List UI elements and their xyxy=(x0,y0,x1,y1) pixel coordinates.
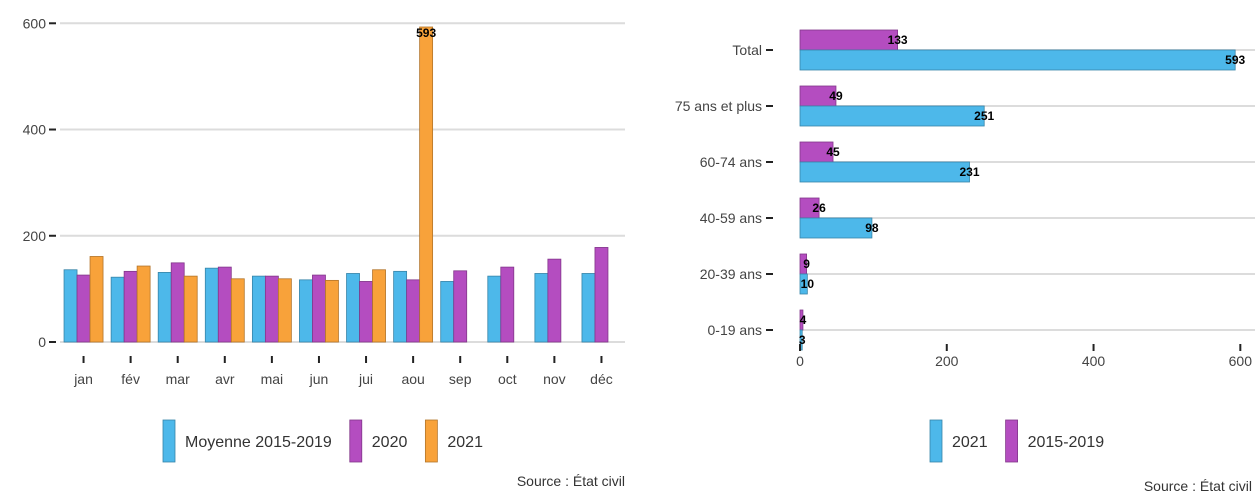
bar xyxy=(170,262,185,343)
source-note: Source : État civil xyxy=(517,473,625,489)
bar xyxy=(799,29,899,51)
y-tick-label: 200 xyxy=(23,228,47,244)
x-tick-label: nov xyxy=(543,371,566,387)
x-tick-label: mai xyxy=(261,371,284,387)
x-tick-label: 600 xyxy=(1229,353,1253,369)
bar xyxy=(157,272,172,343)
x-tick-label: sep xyxy=(449,371,472,387)
data-label: 3 xyxy=(799,333,806,347)
legend-swatch xyxy=(929,419,943,463)
bar xyxy=(346,273,360,343)
legend-label: 2015-2019 xyxy=(1028,434,1105,451)
bar xyxy=(581,273,596,343)
bar xyxy=(799,329,803,351)
bar xyxy=(110,276,125,343)
data-label: 98 xyxy=(865,221,879,235)
legend-swatch xyxy=(162,419,176,463)
monthly-deaths-chart: 0 200 400 600 jan fév mar avr mai jun jui aou sep oct… xyxy=(23,15,625,489)
legend-label: 2021 xyxy=(952,434,988,451)
y-tick-label: 75 ans et plus xyxy=(675,98,762,114)
y-tick-label: 60-74 ans xyxy=(700,154,762,170)
legend-label: 2020 xyxy=(372,434,408,451)
bar xyxy=(183,275,198,343)
bar xyxy=(534,273,549,343)
bar xyxy=(299,279,313,343)
legend-label: 2021 xyxy=(447,434,483,451)
bar xyxy=(393,270,408,343)
bar xyxy=(594,247,609,343)
bar xyxy=(440,281,455,343)
bar xyxy=(89,256,104,343)
data-label: 593 xyxy=(416,26,436,40)
data-label: 49 xyxy=(829,89,843,103)
y-tick-label: 20-39 ans xyxy=(700,266,762,282)
x-tick-label: jan xyxy=(73,371,93,387)
bar xyxy=(799,161,970,183)
bar xyxy=(277,278,292,343)
x-tick-label: déc xyxy=(590,371,613,387)
bar xyxy=(63,269,78,343)
x-tick-label: 200 xyxy=(935,353,959,369)
bar xyxy=(799,273,808,295)
bar xyxy=(217,266,232,343)
x-tick-label: avr xyxy=(215,371,235,387)
y-tick-label: 0-19 ans xyxy=(708,322,762,338)
x-tick-label: jun xyxy=(309,371,329,387)
x-tick-label: oct xyxy=(498,371,517,387)
bar xyxy=(453,270,468,343)
bar xyxy=(799,217,873,239)
y-tick-label: 40-59 ans xyxy=(700,210,762,226)
data-label: 593 xyxy=(1225,53,1245,67)
data-label: 45 xyxy=(826,145,840,159)
legend-swatch xyxy=(424,419,438,463)
bar xyxy=(372,269,386,343)
data-label: 26 xyxy=(812,201,826,215)
bar xyxy=(500,266,515,343)
bar xyxy=(312,274,326,343)
bar xyxy=(204,267,219,343)
data-label: 251 xyxy=(974,109,994,123)
bar xyxy=(419,26,434,343)
x-tick-label: mar xyxy=(166,371,190,387)
x-tick-label: fév xyxy=(121,371,140,387)
bar xyxy=(359,281,373,343)
bar xyxy=(799,105,985,127)
y-tick-label: 400 xyxy=(23,122,47,138)
bar xyxy=(230,278,245,343)
y-tick-label: 600 xyxy=(23,15,47,31)
legend-label: Moyenne 2015-2019 xyxy=(185,434,332,451)
bar xyxy=(76,274,91,343)
data-label: 10 xyxy=(801,277,815,291)
bar xyxy=(264,275,279,343)
data-label: 231 xyxy=(960,165,980,179)
bar xyxy=(547,258,562,343)
legend-swatch xyxy=(349,419,363,463)
bar xyxy=(123,270,138,343)
data-label: 133 xyxy=(888,33,908,47)
x-tick-label: 0 xyxy=(796,353,804,369)
bar xyxy=(799,49,1236,71)
bar xyxy=(136,265,151,343)
data-label: 9 xyxy=(803,257,810,271)
bar xyxy=(325,279,339,343)
y-tick-label: Total xyxy=(732,42,762,58)
source-note: Source : État civil xyxy=(1144,478,1252,494)
bar xyxy=(251,275,266,343)
legend-swatch xyxy=(1005,419,1018,463)
x-tick-label: jui xyxy=(358,371,373,387)
bar xyxy=(406,279,421,343)
data-label: 4 xyxy=(800,313,807,327)
y-tick-label: 0 xyxy=(38,334,46,350)
bar xyxy=(487,275,502,343)
x-tick-label: aou xyxy=(401,371,424,387)
x-tick-label: 400 xyxy=(1082,353,1106,369)
